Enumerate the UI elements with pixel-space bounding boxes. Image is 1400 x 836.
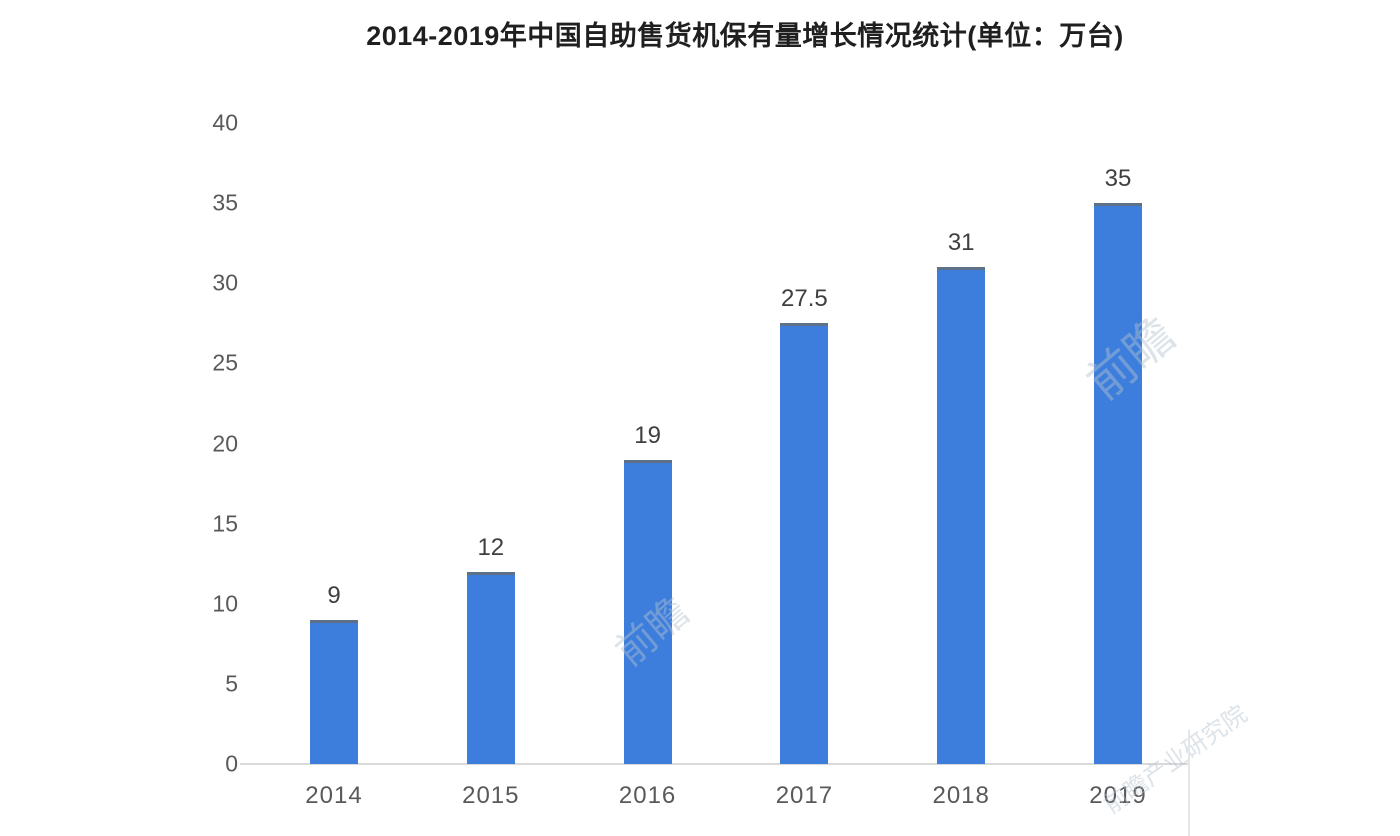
y-tick-label: 5	[225, 670, 238, 697]
bar-value-label: 35	[1104, 165, 1132, 193]
y-tick-label: 0	[225, 750, 238, 777]
bar	[310, 619, 358, 764]
x-tick-label: 2017	[775, 782, 834, 809]
image-edge-line	[1188, 730, 1190, 836]
bar	[623, 459, 672, 764]
x-tick-label: 2016	[618, 782, 677, 809]
y-tick-label: 40	[212, 109, 238, 136]
bar-value-label: 27.5	[781, 285, 828, 313]
y-tick-label: 35	[212, 189, 238, 216]
chart-title: 2014-2019年中国自助售货机保有量增长情况统计(单位：万台)	[366, 21, 1124, 51]
x-tick-label: 2015	[462, 782, 520, 809]
bar	[1094, 203, 1142, 764]
bar-value-label: 12	[477, 533, 505, 561]
y-tick-label: 25	[212, 349, 238, 376]
x-axis-line	[240, 763, 1190, 765]
bar-value-label: 9	[327, 581, 341, 609]
y-tick-label: 15	[212, 510, 238, 537]
bar-value-label: 19	[634, 421, 661, 449]
bar	[780, 323, 829, 764]
bar	[466, 571, 515, 764]
bar-value-label: 31	[947, 229, 975, 257]
x-tick-label: 2014	[305, 782, 363, 809]
bar	[937, 267, 986, 764]
x-tick-label: 2019	[1089, 782, 1147, 809]
x-tick-label: 2018	[932, 782, 990, 809]
y-tick-label: 10	[212, 590, 238, 617]
y-tick-label: 30	[212, 269, 238, 296]
y-tick-label: 20	[212, 430, 238, 456]
